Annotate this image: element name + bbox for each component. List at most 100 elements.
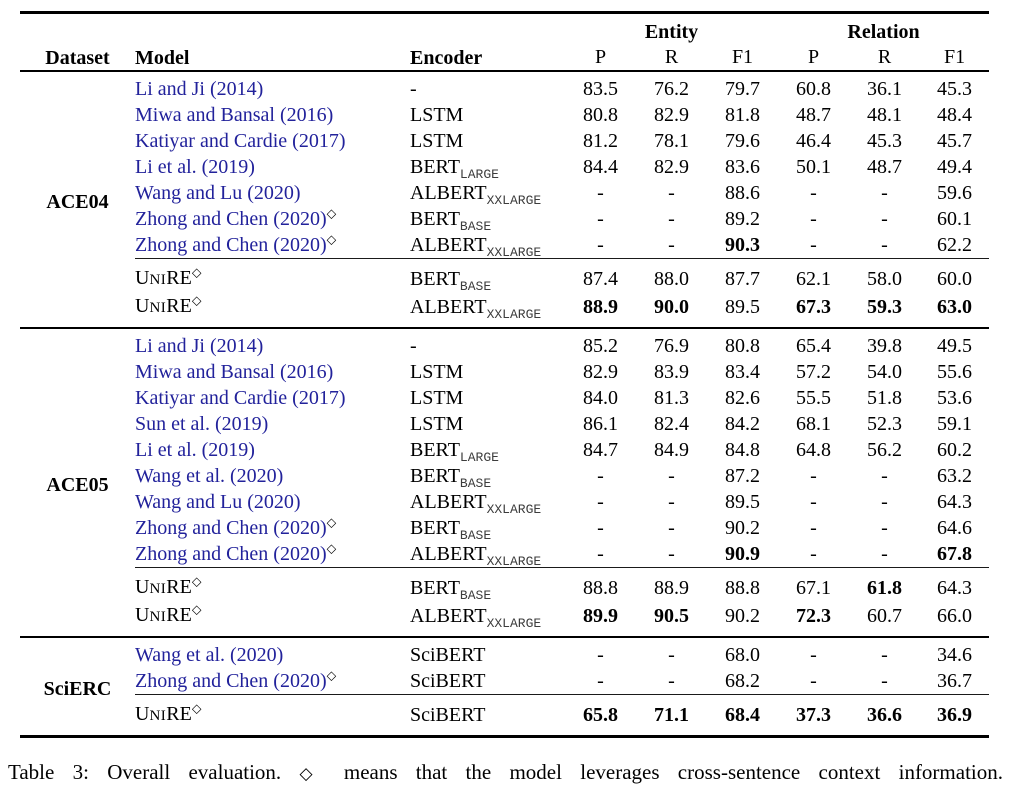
encoder-name: BERT [410, 268, 460, 290]
table-caption: Table 3: Overall evaluation. ◇ means tha… [8, 760, 1003, 785]
col-header-relation-r: R [877, 45, 892, 68]
model-text: RE [166, 267, 192, 289]
encoder-cell: BERTBASE [410, 515, 565, 542]
citation-link[interactable]: Li et al. (2019) [135, 156, 255, 178]
table-row: ACE04 Li and Ji (2014) - 83.5 76.2 79.7 60.8 36… [20, 71, 989, 213]
model-cell: Wang et al. (2020) [135, 637, 410, 668]
metric-value: 67.3 [796, 296, 831, 318]
smallcaps-text: NI [149, 300, 167, 316]
metric-value: - [881, 208, 888, 230]
citation-link[interactable]: Li and Ji (2014) [135, 335, 264, 357]
citation-link[interactable]: Zhong and Chen (2020) [135, 543, 327, 565]
diamond-icon: ◇ [326, 541, 337, 556]
metric-value: - [881, 491, 888, 513]
table-row: Miwa and Bansal (2016) LSTM 80.8 82.9 81.8 48… [20, 102, 989, 128]
table-row: Zhong and Chen (2020)◇ ALBERTXXLARGE - -90.… [20, 541, 989, 568]
metric-value: - [597, 670, 604, 692]
citation-link[interactable]: Zhong and Chen (2020) [135, 208, 327, 230]
metric-value: 79.6 [725, 130, 760, 152]
metric-value: 61.8 [849, 567, 920, 602]
metric-value: 84.9 [654, 439, 689, 461]
table-row: ACE05 Li and Ji (2014) - 85.2 76.9 80.8 65.4 39… [20, 328, 989, 496]
citation-link[interactable]: Wang and Lu (2020) [135, 491, 301, 513]
encoder-size-subscript: XXLARGE [486, 616, 542, 631]
metric-value: - [881, 644, 888, 666]
metric-value: - [668, 517, 675, 539]
table-row: UNIRE◇ BERTBASE 87.4 88.0 87.7 62.1 58.0 60.0 [20, 258, 990, 293]
citation-link[interactable]: Zhong and Chen (2020) [135, 234, 327, 256]
metric-value: 39.8 [867, 335, 902, 357]
col-header-encoder: Encoder [410, 47, 483, 69]
citation-link[interactable]: Sun et al. (2019) [135, 413, 269, 435]
citation-link[interactable]: Zhong and Chen (2020) [135, 670, 327, 692]
table-row: Sun et al. (2019) LSTM 86.1 82.4 84.2 68.1 52.… [20, 411, 989, 437]
diamond-icon: ◇ [326, 668, 337, 683]
metric-value: - [597, 543, 604, 565]
encoder-cell: BERTLARGE [410, 437, 565, 465]
metric-value: - [810, 182, 817, 204]
smallcaps-text: NI [149, 609, 167, 625]
encoder-name: BERT [410, 156, 460, 178]
encoder-name: ALBERT [410, 296, 487, 318]
citation-link[interactable]: Miwa and Bansal (2016) [135, 104, 334, 126]
encoder-cell: ALBERTXXLARGE [410, 602, 565, 637]
metric-value: 36.7 [937, 670, 973, 692]
model-text: RE [166, 295, 192, 317]
table-row: Zhong and Chen (2020)◇ BERTBASE - -90.2- -64… [20, 515, 989, 542]
citation-link[interactable]: Wang and Lu (2020) [135, 182, 301, 204]
metric-value: - [597, 491, 604, 513]
metric-value: 60.8 [796, 78, 831, 100]
citation-link[interactable]: Miwa and Bansal (2016) [135, 361, 334, 383]
diamond-icon: ◇ [191, 265, 202, 280]
model-cell: UNIRE◇ [135, 258, 410, 293]
encoder-name: SciBERT [410, 644, 486, 666]
metric-value: 68.0 [725, 644, 760, 666]
diamond-icon: ◇ [191, 602, 202, 617]
model-cell: UNIRE◇ [135, 694, 410, 737]
metric-value: - [810, 543, 817, 565]
citation-link[interactable]: Li et al. (2019) [135, 439, 255, 461]
metric-value: 45.7 [937, 130, 973, 152]
metric-value: 55.6 [937, 361, 973, 383]
encoder-name: LSTM [410, 104, 464, 126]
citation-link[interactable]: Li and Ji (2014) [135, 78, 264, 100]
encoder-size-subscript: LARGE [459, 450, 499, 465]
citation-link[interactable]: Wang et al. (2020) [135, 465, 284, 487]
metric-value: 63.2 [937, 465, 973, 487]
metric-value: 48.4 [937, 104, 973, 126]
encoder-name: ALBERT [410, 543, 487, 565]
citation-link[interactable]: Katiyar and Cardie (2017) [135, 387, 346, 409]
metric-value: - [881, 465, 888, 487]
metric-value: 37.3 [778, 694, 849, 737]
citation-link[interactable]: Wang et al. (2020) [135, 644, 284, 666]
encoder-cell: LSTM [410, 128, 565, 154]
metric-value: 83.5 [583, 78, 618, 100]
caption-text-tail: means that the model leverages cross-sen… [325, 760, 1004, 784]
model-text: RE [166, 703, 192, 725]
citation-link[interactable]: Zhong and Chen (2020) [135, 517, 327, 539]
dataset-section-scierc: SciERC Wang et al. (2020) SciBERT - -68.0- -3… [20, 637, 990, 737]
metric-value: 36.9 [920, 694, 990, 737]
col-header-dataset: Dataset [45, 47, 110, 69]
table-row: UNIRE◇ BERTBASE 88.8 88.9 88.8 67.1 61.8 64.3 [20, 567, 990, 602]
encoder-name: ALBERT [410, 605, 487, 627]
model-text: U [135, 267, 150, 289]
diamond-icon: ◇ [326, 206, 337, 221]
metric-value: 60.2 [937, 439, 973, 461]
model-text: U [135, 703, 150, 725]
table-row: Katiyar and Cardie (2017) LSTM 81.2 78.1 79.… [20, 128, 989, 154]
citation-link[interactable]: Katiyar and Cardie (2017) [135, 130, 346, 152]
metric-value: 87.2 [725, 465, 760, 487]
encoder-size-subscript: XXLARGE [486, 502, 542, 517]
dataset-label: ACE04 [46, 190, 109, 213]
metric-value: - [881, 543, 888, 565]
encoder-cell: SciBERT [410, 637, 565, 668]
encoder-cell: BERTBASE [410, 258, 565, 293]
metric-value: 88.9 [636, 567, 707, 602]
metric-value: 89.2 [725, 208, 760, 230]
metric-value: 71.1 [636, 694, 707, 737]
model-cell: UNIRE◇ [135, 567, 410, 602]
model-cell: Sun et al. (2019) [135, 411, 410, 437]
metric-value: 64.8 [796, 439, 831, 461]
metric-value: - [597, 208, 604, 230]
